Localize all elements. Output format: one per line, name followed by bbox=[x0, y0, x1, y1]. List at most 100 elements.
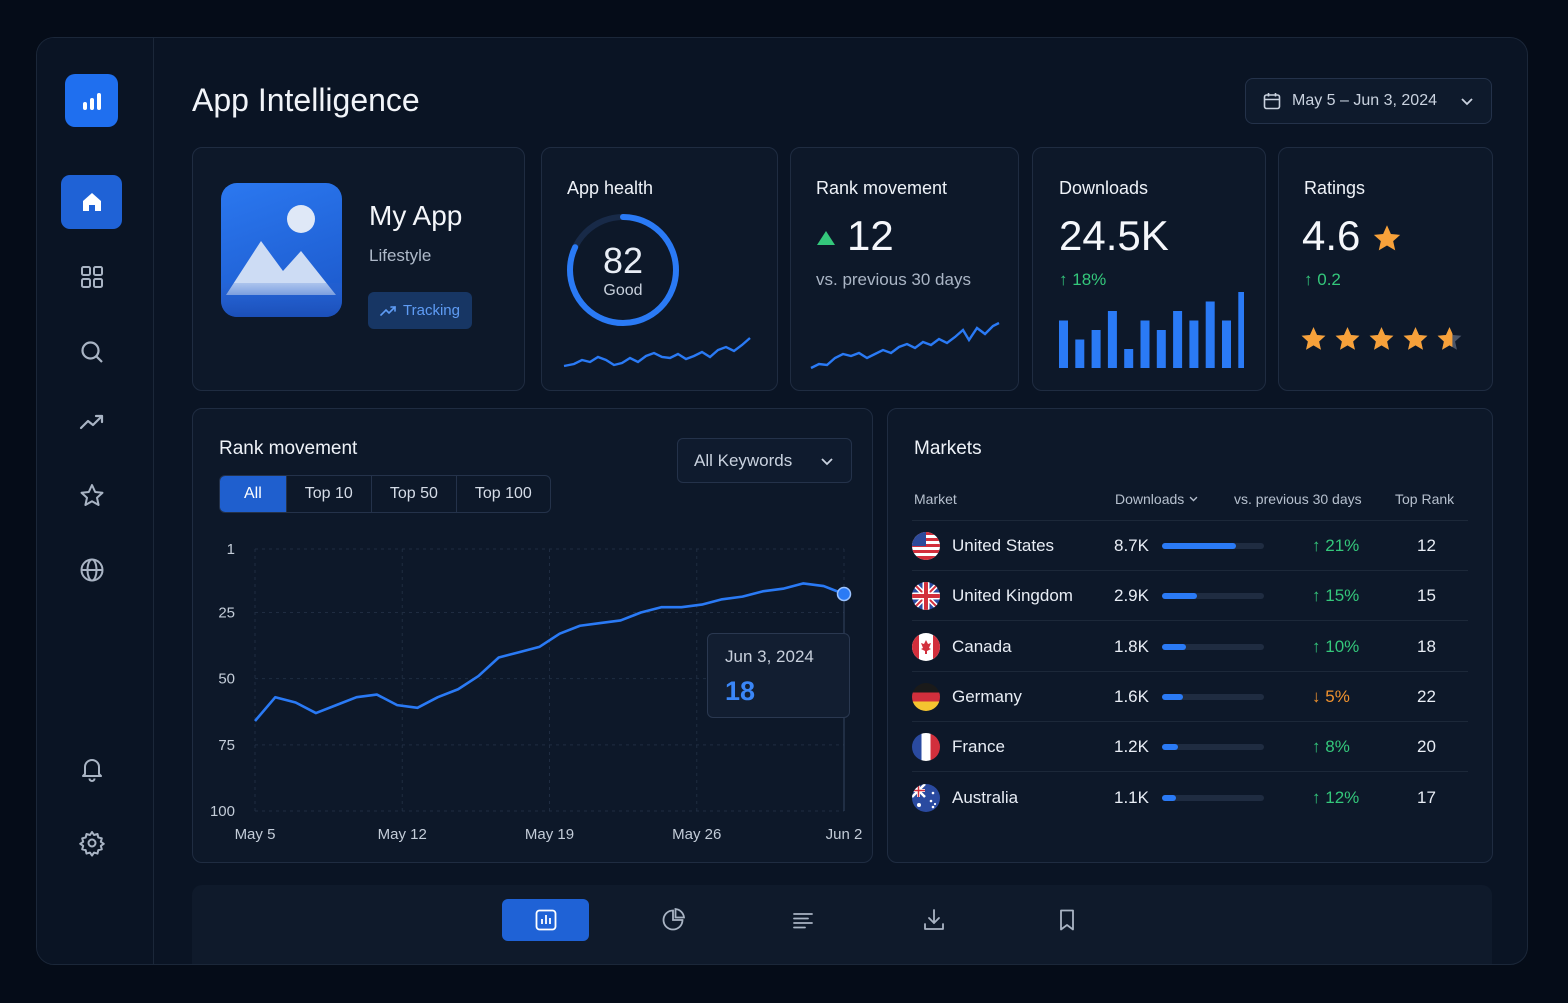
ratings-change-value: 0.2 bbox=[1317, 270, 1341, 289]
flag-icon bbox=[912, 682, 940, 711]
market-change-value: 15% bbox=[1325, 586, 1360, 606]
market-change-value: 12% bbox=[1325, 787, 1360, 807]
star-icon bbox=[80, 484, 103, 506]
col-change: vs. previous 30 days bbox=[1234, 491, 1362, 507]
market-change: ↑ 10% bbox=[1312, 636, 1360, 656]
rank-card-title: Rank movement bbox=[816, 178, 948, 198]
market-share-bar bbox=[1162, 693, 1264, 700]
market-downloads: 1.8K bbox=[1114, 636, 1149, 656]
tab-all[interactable]: All bbox=[220, 476, 287, 512]
pie-chart-icon bbox=[662, 908, 685, 931]
market-rank: 18 bbox=[1417, 636, 1436, 656]
home-icon bbox=[82, 193, 101, 211]
nav-favorites[interactable] bbox=[61, 469, 122, 523]
downloads-bar bbox=[1075, 339, 1085, 368]
downloads-bar bbox=[1140, 320, 1150, 368]
y-tick-label: 50 bbox=[218, 671, 235, 688]
chevron-down-icon bbox=[1189, 496, 1198, 502]
market-downloads: 1.1K bbox=[1114, 787, 1149, 807]
market-row[interactable]: United States 8.7K ↑ 21% 12 bbox=[912, 521, 1468, 571]
bottom-breakdown-button[interactable] bbox=[629, 899, 716, 941]
bottom-export-button[interactable] bbox=[890, 899, 977, 941]
nav-global[interactable] bbox=[61, 543, 122, 597]
rating-star-icon bbox=[1437, 327, 1462, 350]
downloads-bar bbox=[1156, 330, 1166, 368]
market-share-fill bbox=[1162, 593, 1197, 600]
nav-settings[interactable] bbox=[61, 816, 122, 870]
keywords-select-value: All Keywords bbox=[694, 450, 793, 470]
downloads-change: ↑ 18% bbox=[1059, 270, 1107, 289]
nav-notifications[interactable] bbox=[61, 742, 122, 796]
rating-star-icon bbox=[1301, 327, 1326, 350]
nav-search[interactable] bbox=[61, 325, 122, 379]
bottom-bookmark-button[interactable] bbox=[1023, 899, 1110, 941]
market-change-value: 8% bbox=[1325, 737, 1350, 757]
market-row[interactable]: Canada 1.8K ↑ 10% 18 bbox=[912, 622, 1468, 672]
market-share-fill bbox=[1162, 794, 1177, 801]
ratings-change: ↑ 0.2 bbox=[1304, 270, 1341, 289]
app-logo[interactable] bbox=[65, 74, 118, 127]
downloads-bar-chart bbox=[1059, 292, 1244, 368]
bottom-analytics-button[interactable] bbox=[502, 899, 589, 941]
market-row[interactable]: France 1.2K ↑ 8% 20 bbox=[912, 722, 1468, 773]
arrow-up-icon bbox=[817, 231, 835, 245]
tab-top-50[interactable]: Top 50 bbox=[372, 476, 457, 512]
nav-trends[interactable] bbox=[61, 395, 122, 449]
sidebar bbox=[37, 38, 154, 964]
nav-home[interactable] bbox=[61, 175, 122, 229]
flag-icon bbox=[912, 532, 940, 560]
tracking-badge[interactable]: Tracking bbox=[368, 292, 472, 329]
keywords-select[interactable]: All Keywords bbox=[677, 438, 852, 483]
bar-chart-logo-icon bbox=[82, 92, 101, 110]
market-name: United Kingdom bbox=[952, 586, 1073, 606]
bottom-list-button[interactable] bbox=[759, 899, 846, 941]
market-downloads: 8.7K bbox=[1114, 536, 1149, 555]
rank-card-sub: vs. previous 30 days bbox=[816, 270, 971, 289]
market-downloads: 2.9K bbox=[1114, 586, 1149, 606]
y-tick-label: 100 bbox=[210, 803, 235, 820]
date-range-picker[interactable]: May 5 – Jun 3, 2024 bbox=[1245, 78, 1492, 124]
col-market: Market bbox=[914, 491, 957, 507]
market-row[interactable]: Germany 1.6K ↓ 5% 22 bbox=[912, 672, 1468, 722]
trending-small-icon bbox=[380, 305, 396, 316]
market-rank: 22 bbox=[1417, 686, 1436, 706]
chevron-down-icon bbox=[1461, 98, 1473, 106]
rating-stars bbox=[1299, 325, 1464, 354]
market-change: ↑ 12% bbox=[1312, 787, 1360, 807]
grid-icon bbox=[80, 266, 103, 288]
col-downloads-sort[interactable]: Downloads bbox=[1115, 491, 1199, 507]
page-title: App Intelligence bbox=[192, 82, 420, 118]
star-filled-icon bbox=[1373, 225, 1401, 251]
x-tick-label: May 12 bbox=[378, 826, 427, 843]
health-sparkline bbox=[563, 337, 751, 368]
market-change: ↑ 8% bbox=[1312, 737, 1350, 757]
tooltip-value: 18 bbox=[725, 676, 756, 706]
downloads-bar bbox=[1205, 301, 1215, 368]
market-change: ↑ 15% bbox=[1312, 586, 1360, 606]
market-share-fill bbox=[1162, 543, 1237, 549]
download-icon bbox=[923, 909, 944, 930]
market-row[interactable]: United Kingdom 2.9K ↑ 15% 15 bbox=[912, 571, 1468, 622]
markets-card: Markets Market Downloads vs. previous 30… bbox=[887, 408, 1493, 863]
hover-point[interactable] bbox=[836, 586, 852, 602]
tab-top-100[interactable]: Top 100 bbox=[474, 485, 532, 502]
market-change-value: 5% bbox=[1325, 686, 1350, 706]
market-name: France bbox=[952, 737, 1005, 757]
app-category: Lifestyle bbox=[369, 246, 432, 265]
search-icon bbox=[80, 341, 103, 363]
tooltip-date: Jun 3, 2024 bbox=[725, 647, 814, 666]
rank-tabs: All Top 10 Top 50 Top 100 bbox=[219, 475, 551, 513]
nav-dashboard[interactable] bbox=[61, 250, 122, 304]
market-share-fill bbox=[1162, 643, 1187, 650]
app-name: My App bbox=[369, 200, 463, 231]
market-share-bar bbox=[1162, 543, 1264, 549]
market-share-fill bbox=[1162, 744, 1179, 751]
calendar-icon bbox=[1263, 93, 1281, 110]
market-name: Australia bbox=[952, 787, 1019, 807]
market-row[interactable]: Australia 1.1K ↑ 12% 17 bbox=[912, 773, 1468, 823]
rank-chart-card: Rank movement All Top 10 Top 50 Top 100 … bbox=[192, 408, 873, 863]
market-share-bar bbox=[1162, 593, 1264, 600]
market-change: ↑ 21% bbox=[1312, 536, 1360, 555]
downloads-bar bbox=[1091, 330, 1101, 368]
tab-top-10[interactable]: Top 10 bbox=[287, 476, 372, 512]
